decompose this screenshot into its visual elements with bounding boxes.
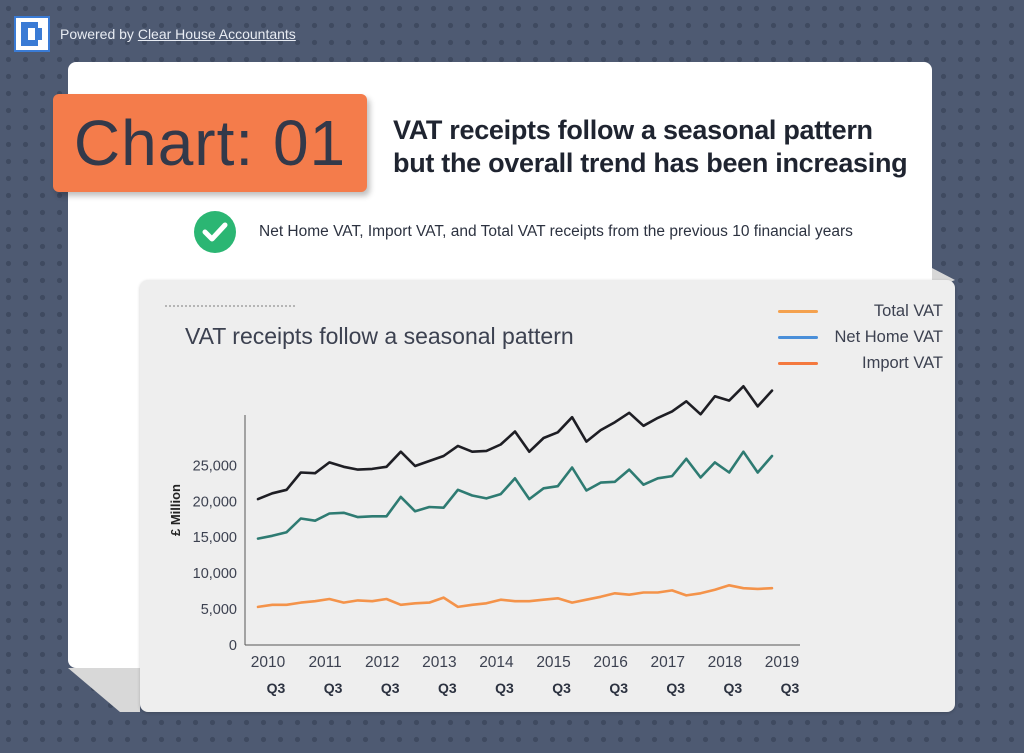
headline-line-2: but the overall trend has been increasin… [393,148,908,178]
x-tick-year: 2019 [765,654,799,671]
x-tick-quarter: Q3 [267,680,286,696]
x-tick-quarter: Q3 [438,680,457,696]
legend-label-import-vat: Import VAT [862,353,943,372]
chart-number-label: Chart: 01 [73,107,347,179]
x-tick-year: 2012 [365,654,399,671]
topbar: Powered by Clear House Accountants [14,16,296,52]
x-tick-quarter: Q3 [381,680,400,696]
legend-swatch-import-vat [778,361,818,365]
chart-subtitle: Net Home VAT, Import VAT, and Total VAT … [193,210,853,254]
y-tick-label: 0 [229,638,237,654]
series-line-net-home-vat [256,450,774,540]
x-tick-quarter: Q3 [666,680,685,696]
legend-swatch-total-vat [778,309,818,313]
dotted-divider [165,305,295,307]
series-line-import-vat [256,583,774,609]
y-axis-label: £ Million [168,484,183,536]
legend-label-total-vat: Total VAT [873,301,943,320]
chart-number-badge: Chart: 01 [53,94,367,192]
checkmark-icon [194,211,236,253]
series-line-total-vat [256,384,774,501]
chart-panel [140,280,955,712]
x-tick-year: 2015 [536,654,570,671]
y-tick-label: 5,000 [201,602,237,618]
x-tick-quarter: Q3 [781,680,800,696]
chart-legend: Total VAT Net Home VAT Import VAT [778,298,943,376]
y-tick-label: 25,000 [193,458,237,474]
legend-item-import-vat: Import VAT [778,350,943,376]
x-tick-year: 2017 [651,654,685,671]
headline: VAT receipts follow a seasonal pattern b… [393,114,913,180]
headline-line-1: VAT receipts follow a seasonal pattern [393,115,873,145]
x-tick-year: 2016 [593,654,627,671]
x-tick-year: 2010 [251,654,286,671]
x-tick-year: 2011 [308,654,341,671]
y-tick-label: 20,000 [193,494,237,510]
powered-by-text: Powered by Clear House Accountants [60,26,296,42]
legend-swatch-net-home-vat [778,335,818,339]
chart-title: VAT receipts follow a seasonal pattern [185,323,574,349]
x-tick-year: 2018 [708,654,742,671]
powered-by-prefix: Powered by [60,26,134,42]
legend-label-net-home-vat: Net Home VAT [834,327,944,346]
x-tick-year: 2014 [479,654,514,671]
clear-house-logo-icon [14,16,50,52]
x-tick-quarter: Q3 [724,680,743,696]
y-tick-label: 15,000 [193,530,237,546]
x-tick-quarter: Q3 [609,680,628,696]
x-tick-quarter: Q3 [324,680,343,696]
y-tick-label: 10,000 [193,566,237,582]
clear-house-link[interactable]: Clear House Accountants [137,26,296,42]
legend-item-total-vat: Total VAT [778,298,943,324]
x-tick-quarter: Q3 [495,680,514,696]
x-tick-quarter: Q3 [552,680,571,696]
legend-item-net-home-vat: Net Home VAT [778,324,943,350]
chart-subtitle-text: Net Home VAT, Import VAT, and Total VAT … [259,223,853,240]
x-tick-year: 2013 [422,654,456,671]
